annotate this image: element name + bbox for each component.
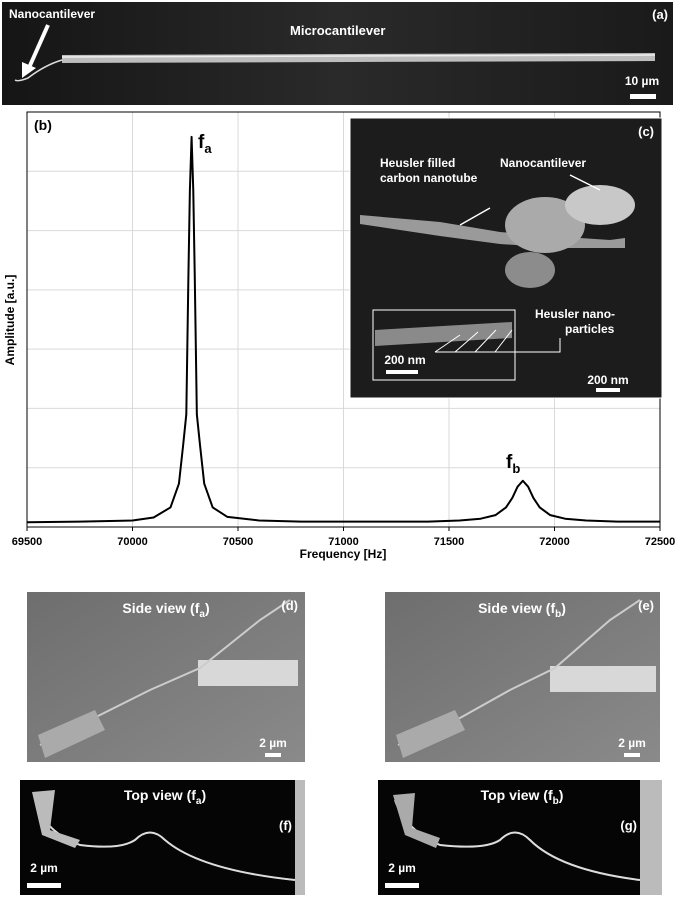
- scale-label: 200 nm: [587, 373, 628, 387]
- title-part: Top view (f: [124, 787, 196, 803]
- title-sub: b: [555, 609, 561, 620]
- scale-label: 2 µm: [30, 861, 58, 875]
- panel-label: (e): [638, 598, 654, 613]
- panel-label: (g): [620, 818, 637, 833]
- scale-bar: [386, 370, 418, 374]
- scale-label: 2 µm: [388, 861, 416, 875]
- panel-label: (f): [279, 818, 292, 833]
- panel-label: (a): [652, 7, 668, 22]
- title-part: Side view (f: [122, 600, 199, 616]
- x-tick-label: 72500: [645, 536, 675, 548]
- annotation-text: f: [198, 132, 205, 153]
- panel-label: (b): [34, 117, 52, 133]
- arrow-head: [22, 62, 36, 78]
- panel-label: (c): [638, 124, 654, 139]
- arrow: [26, 24, 50, 71]
- label: Nanocantilever: [9, 7, 95, 21]
- cantilever-shape: [550, 666, 656, 692]
- label: Microcantilever: [290, 23, 385, 38]
- annotation-sub: a: [204, 141, 212, 156]
- title-part: ): [201, 787, 206, 803]
- scale-label: 2 µm: [259, 736, 287, 750]
- scale-bar: [27, 883, 61, 888]
- title-part: ): [561, 600, 566, 616]
- view-title: Top view (fb): [481, 787, 564, 807]
- title-part: ): [205, 600, 210, 616]
- label: Heusler nano-: [535, 307, 615, 321]
- y-axis-label: Amplitude [a.u.]: [3, 275, 17, 366]
- particle-cluster: [505, 252, 555, 288]
- filled-section: [393, 793, 440, 848]
- x-tick-label: 70500: [223, 536, 254, 548]
- title-sub: a: [199, 609, 205, 620]
- title-sub: a: [196, 796, 202, 807]
- scale-bar: [265, 753, 281, 757]
- cantilever-shape: [295, 780, 305, 895]
- panel-f: Top view (fa) (f) 2 µm: [20, 780, 305, 895]
- panel-e: Side view (fb) (e) 2 µm: [385, 592, 660, 762]
- x-tick-label: 71000: [328, 536, 359, 548]
- annotation: fa: [198, 132, 212, 156]
- sem-image: [349, 117, 663, 399]
- x-tick-label: 70000: [117, 536, 148, 548]
- view-title: Side view (fa): [122, 600, 209, 620]
- filled-section: [32, 790, 80, 848]
- filled-section: [396, 710, 465, 758]
- label: carbon nanotube: [380, 171, 478, 185]
- view-title: Top view (fa): [124, 787, 206, 807]
- title-part: Side view (f: [478, 600, 555, 616]
- panel-g: Top view (fb) (g) 2 µm: [378, 780, 662, 895]
- panel-label: (d): [281, 598, 298, 613]
- panel-a: Nanocantilever Microcantilever (a) 10 µm: [2, 2, 673, 105]
- title-part: ): [559, 787, 564, 803]
- filled-section: [38, 710, 105, 758]
- panel-c: (c) Heusler filled carbon nanotube Nanoc…: [349, 117, 663, 399]
- view-title: Side view (fb): [478, 600, 566, 620]
- particle-cluster: [505, 197, 585, 253]
- nanocantilever-shape: [14, 59, 63, 82]
- scale-label: 10 µm: [625, 74, 659, 88]
- annotation: fb: [506, 452, 520, 476]
- pointer-lines: [434, 329, 561, 353]
- title-sub: b: [553, 796, 559, 807]
- pointer-lines: [459, 174, 601, 226]
- label: Nanocantilever: [500, 156, 586, 170]
- x-axis-label: Frequency [Hz]: [300, 547, 387, 561]
- x-tick-label: 69500: [12, 536, 43, 548]
- scale-label: 2 µm: [618, 736, 646, 750]
- cantilever-edge: [61, 54, 656, 58]
- scale-bar: [385, 883, 419, 888]
- annotation-sub: b: [512, 461, 520, 476]
- title-part: Top view (f: [481, 787, 553, 803]
- scale-bar: [624, 753, 640, 757]
- scale-label: 200 nm: [384, 353, 425, 367]
- panel-d: Side view (fa) (d) 2 µm: [27, 592, 305, 762]
- inset-frame: [372, 309, 516, 381]
- cantilever-shape: [640, 780, 662, 895]
- particle-cluster: [565, 185, 635, 225]
- x-tick-label: 71500: [434, 536, 465, 548]
- cantilever-shape: [198, 660, 298, 686]
- label: Heusler filled: [380, 156, 455, 170]
- annotation-text: f: [506, 452, 513, 473]
- scale-bar: [596, 388, 620, 392]
- label: particles: [565, 322, 615, 336]
- inset-tube: [375, 322, 512, 346]
- spectrum-line: [26, 135, 660, 524]
- x-tick-label: 72000: [539, 536, 570, 548]
- scale-bar: [630, 94, 656, 99]
